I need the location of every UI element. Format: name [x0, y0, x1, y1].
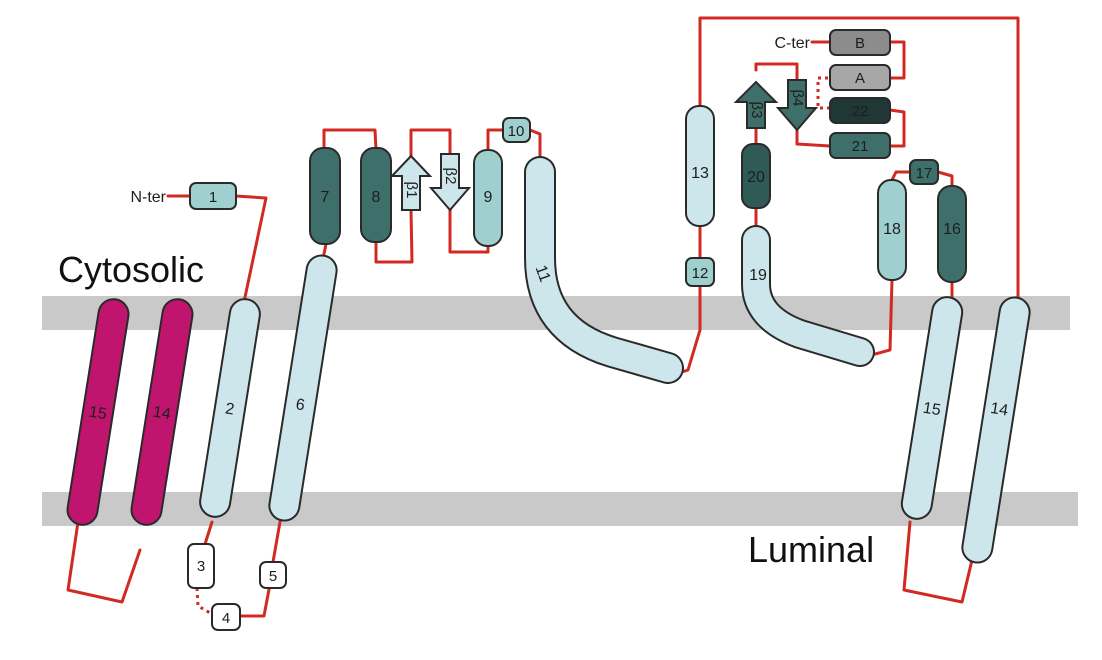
helix-16: 16: [937, 185, 967, 283]
luminal-label: Luminal: [748, 529, 874, 570]
svg-text:7: 7: [321, 189, 330, 206]
svg-text:2: 2: [224, 400, 236, 418]
svg-text:12: 12: [692, 265, 709, 282]
helix-3: 3: [187, 543, 215, 589]
helix-1: 1: [189, 182, 237, 210]
svg-text:6: 6: [295, 396, 307, 414]
helix-14: 14: [961, 296, 1031, 564]
svg-text:8: 8: [372, 189, 381, 206]
helix-2: 2: [199, 298, 261, 518]
n-terminus-label: N-ter: [130, 189, 166, 206]
svg-text:22: 22: [852, 103, 869, 120]
helix-7: 7: [309, 147, 341, 245]
helix-13: 13: [685, 105, 715, 227]
strand-b2: β2: [428, 153, 472, 212]
svg-text:β2: β2: [442, 168, 459, 185]
svg-text:15: 15: [88, 404, 108, 424]
svg-text:β4: β4: [789, 90, 806, 107]
helix-A: A: [829, 64, 891, 91]
helix-15: 15: [900, 296, 964, 520]
helix-17: 17: [909, 159, 939, 185]
svg-text:10: 10: [508, 123, 525, 140]
strand-b1: β1: [389, 154, 433, 211]
svg-text:1: 1: [209, 189, 217, 206]
svg-text:15: 15: [922, 400, 942, 420]
svg-text:19: 19: [749, 267, 767, 284]
svg-text:4: 4: [222, 610, 230, 627]
helix-21: 21: [829, 132, 891, 159]
cytosolic-label: Cytosolic: [58, 249, 204, 290]
helix-9: 9: [473, 149, 503, 247]
svg-text:11: 11: [532, 263, 554, 285]
helix-5: 5: [259, 561, 287, 589]
helix-4: 4: [211, 603, 241, 631]
strand-b3: β3: [733, 80, 779, 129]
svg-text:9: 9: [484, 189, 493, 206]
helix-19: 19: [741, 225, 875, 367]
helix-10: 10: [502, 117, 531, 143]
svg-text:17: 17: [916, 165, 933, 182]
svg-text:18: 18: [883, 221, 901, 238]
svg-text:5: 5: [269, 568, 277, 585]
helix-20: 20: [741, 143, 771, 209]
helix-B: B: [829, 29, 891, 56]
svg-text:B: B: [855, 35, 865, 52]
c-terminus-label: C-ter: [774, 35, 810, 52]
loop-connectors: [66, 16, 1020, 618]
svg-text:3: 3: [197, 558, 205, 575]
svg-text:β3: β3: [748, 102, 765, 119]
svg-text:20: 20: [747, 169, 765, 186]
helix-m15: 15: [66, 298, 130, 526]
svg-text:13: 13: [691, 165, 709, 182]
strand-b4: β4: [775, 79, 819, 132]
helix-6: 6: [268, 254, 338, 522]
helix-22: 22: [829, 97, 891, 124]
helix-m14: 14: [130, 298, 194, 526]
svg-text:14: 14: [152, 404, 172, 424]
svg-text:14: 14: [989, 400, 1009, 420]
svg-text:16: 16: [943, 221, 961, 238]
helix-8: 8: [360, 147, 392, 243]
svg-text:β1: β1: [403, 182, 420, 199]
helix-11: 11: [524, 156, 684, 384]
helix-18: 18: [877, 179, 907, 281]
helix-12: 12: [685, 257, 715, 287]
svg-text:21: 21: [852, 138, 869, 155]
svg-text:A: A: [855, 70, 865, 87]
